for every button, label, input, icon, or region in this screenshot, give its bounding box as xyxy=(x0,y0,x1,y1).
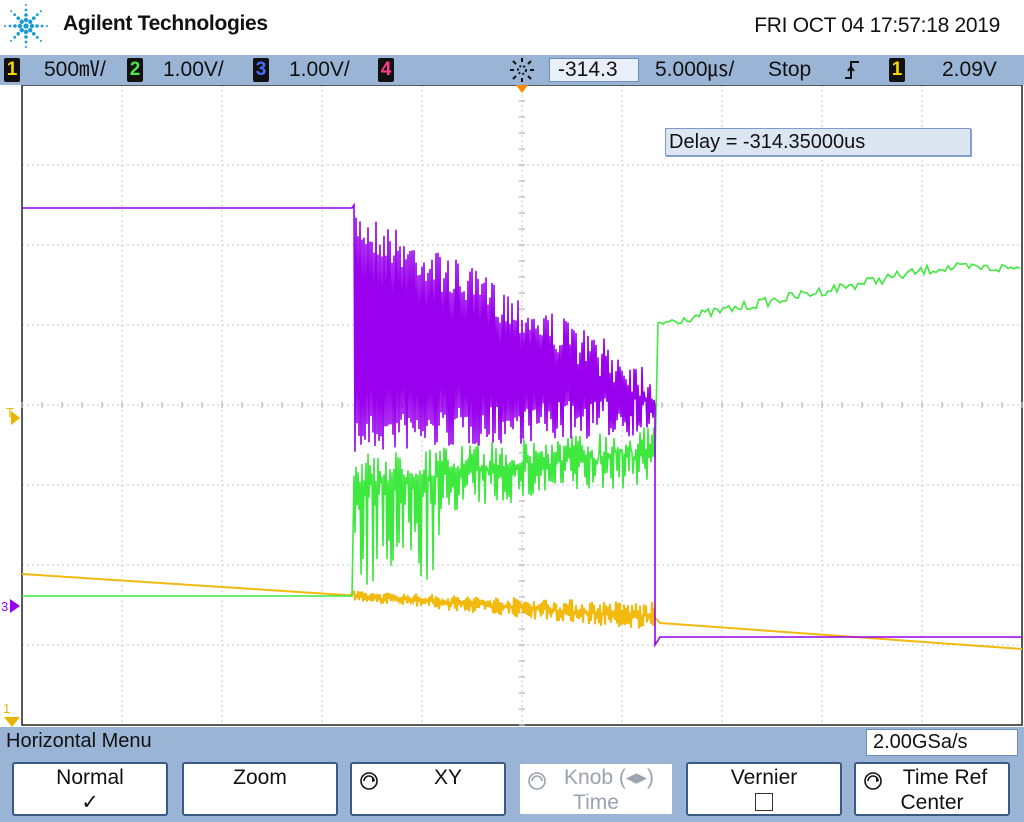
waveform-traces xyxy=(21,202,1023,650)
timebase-scale[interactable]: 5.000㎲/ xyxy=(655,58,735,81)
trigger-level-marker: T xyxy=(6,405,14,420)
vernier-checkbox[interactable] xyxy=(755,793,773,811)
trigger-level[interactable]: 2.09V xyxy=(942,58,997,81)
rising-edge-icon[interactable] xyxy=(843,59,861,81)
waveform-canvas: T 3 1 xyxy=(1,85,1023,727)
softkey-sublabel: Center xyxy=(900,791,964,814)
checkmark-icon: ✓ xyxy=(81,791,99,814)
ch3-scale[interactable]: 1.00V/ xyxy=(289,58,350,81)
ch1-scale[interactable]: 500㎷/ xyxy=(44,58,106,81)
softkey-sublabel: Time xyxy=(573,791,619,814)
ch1-badge[interactable]: 1 xyxy=(4,58,20,82)
delay-value-box[interactable]: -314.3㎲ xyxy=(549,58,639,110)
ch3-trace xyxy=(22,202,1022,648)
ch1-trace xyxy=(21,573,1023,650)
status-bar: 1 500㎷/ 2 1.00V/ 3 1.00V/ 4 -314.3㎲ 5.00… xyxy=(0,55,1024,110)
sample-rate: 2.00GSa/s xyxy=(866,729,1018,756)
ch1-ground-arrow xyxy=(4,717,20,727)
softkey-label: XY xyxy=(433,766,462,789)
ch3-badge[interactable]: 3 xyxy=(253,58,269,82)
ch3-ground-marker: 3 xyxy=(1,599,8,614)
ch3-ground-arrow xyxy=(10,599,20,613)
softkey-label: Zoom xyxy=(233,766,287,789)
delay-knob-icon xyxy=(510,58,534,82)
header-bar: Agilent Technologies FRI OCT 04 17:57:18… xyxy=(0,0,1024,55)
knob-icon xyxy=(864,772,882,790)
trigger-level-arrow xyxy=(11,411,20,425)
agilent-spark-logo xyxy=(4,4,48,48)
knob-icon xyxy=(528,772,546,790)
softkey-knob-time: Knob (◂▸) Time xyxy=(518,762,674,816)
softkey-label: Time Ref xyxy=(902,766,988,789)
softkey-label: Normal xyxy=(56,766,124,789)
softkey-xy[interactable]: XY xyxy=(350,762,506,816)
softkey-label: Knob (◂▸) xyxy=(564,766,654,789)
ch4-badge[interactable]: 4 xyxy=(378,58,394,82)
menu-title: Horizontal Menu xyxy=(6,730,152,752)
ch2-trace xyxy=(22,262,1021,597)
run-state[interactable]: Stop xyxy=(768,58,812,81)
knob-icon xyxy=(360,772,378,790)
softkey-label: Vernier xyxy=(730,766,798,789)
softkey-menu: Horizontal Menu 2.00GSa/s Normal ✓ Zoom … xyxy=(0,727,1024,822)
trigger-position-marker xyxy=(516,85,528,93)
ch2-badge[interactable]: 2 xyxy=(127,58,143,82)
softkey-normal[interactable]: Normal ✓ xyxy=(12,762,168,816)
softkey-time-ref[interactable]: Time Ref Center xyxy=(854,762,1010,816)
trigger-source-badge[interactable]: 1 xyxy=(889,58,905,82)
waveform-display[interactable]: T 3 1 Delay = -314.35000us xyxy=(0,85,1024,727)
delay-readout: Delay = -314.35000us xyxy=(665,128,971,156)
softkey-zoom[interactable]: Zoom xyxy=(182,762,338,816)
brand-name: Agilent Technologies xyxy=(63,12,268,35)
ch1-ground-marker: 1 xyxy=(3,701,10,716)
date-time: FRI OCT 04 17:57:18 2019 xyxy=(754,14,1000,37)
ch2-scale[interactable]: 1.00V/ xyxy=(163,58,224,81)
softkey-vernier[interactable]: Vernier xyxy=(686,762,842,816)
